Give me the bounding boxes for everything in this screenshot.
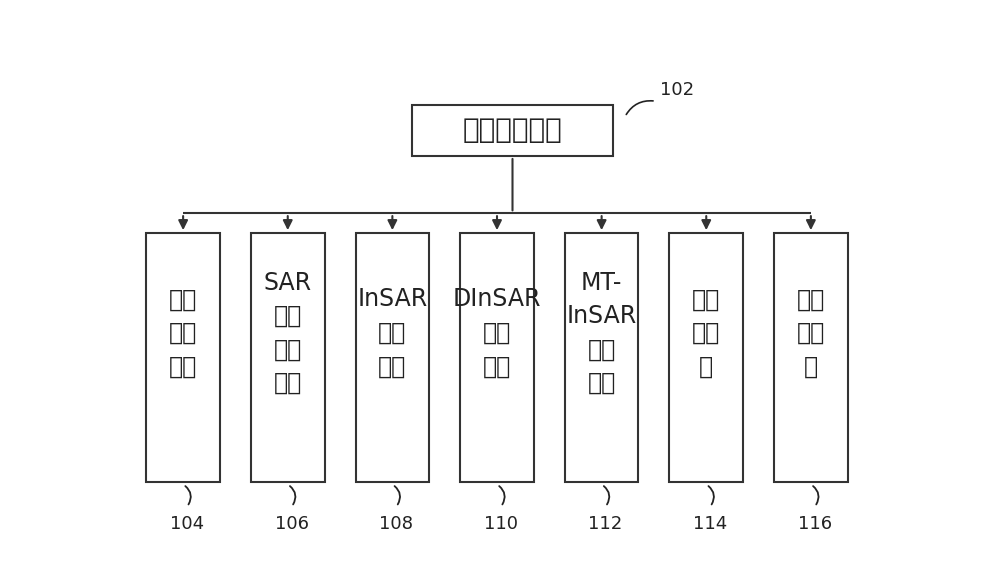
Text: SAR
基本
工具
模块: SAR 基本 工具 模块 [264,271,312,395]
Text: MT-
InSAR
分析
模块: MT- InSAR 分析 模块 [566,271,637,395]
Bar [412,105,613,156]
Text: DInSAR
处理
模块: DInSAR 处理 模块 [453,288,541,378]
Text: 116: 116 [798,515,832,533]
Text: 工程
管理
模块: 工程 管理 模块 [169,288,197,378]
Text: 114: 114 [693,515,727,533]
Text: 中央处理单元: 中央处理单元 [463,116,562,144]
Text: 104: 104 [170,515,204,533]
Bar [774,233,848,482]
Bar [460,233,534,482]
Text: 110: 110 [484,515,518,533]
Text: 112: 112 [588,515,623,533]
Bar [356,233,429,482]
Bar [251,233,325,482]
Text: 可视
化模
块: 可视 化模 块 [797,288,825,378]
Text: InSAR
处理
模块: InSAR 处理 模块 [357,288,428,378]
Bar [565,233,638,482]
Text: 102: 102 [660,81,694,99]
Text: 106: 106 [275,515,309,533]
Text: 后处
理模
块: 后处 理模 块 [692,288,720,378]
Bar [669,233,743,482]
Text: 108: 108 [379,515,413,533]
Bar [146,233,220,482]
